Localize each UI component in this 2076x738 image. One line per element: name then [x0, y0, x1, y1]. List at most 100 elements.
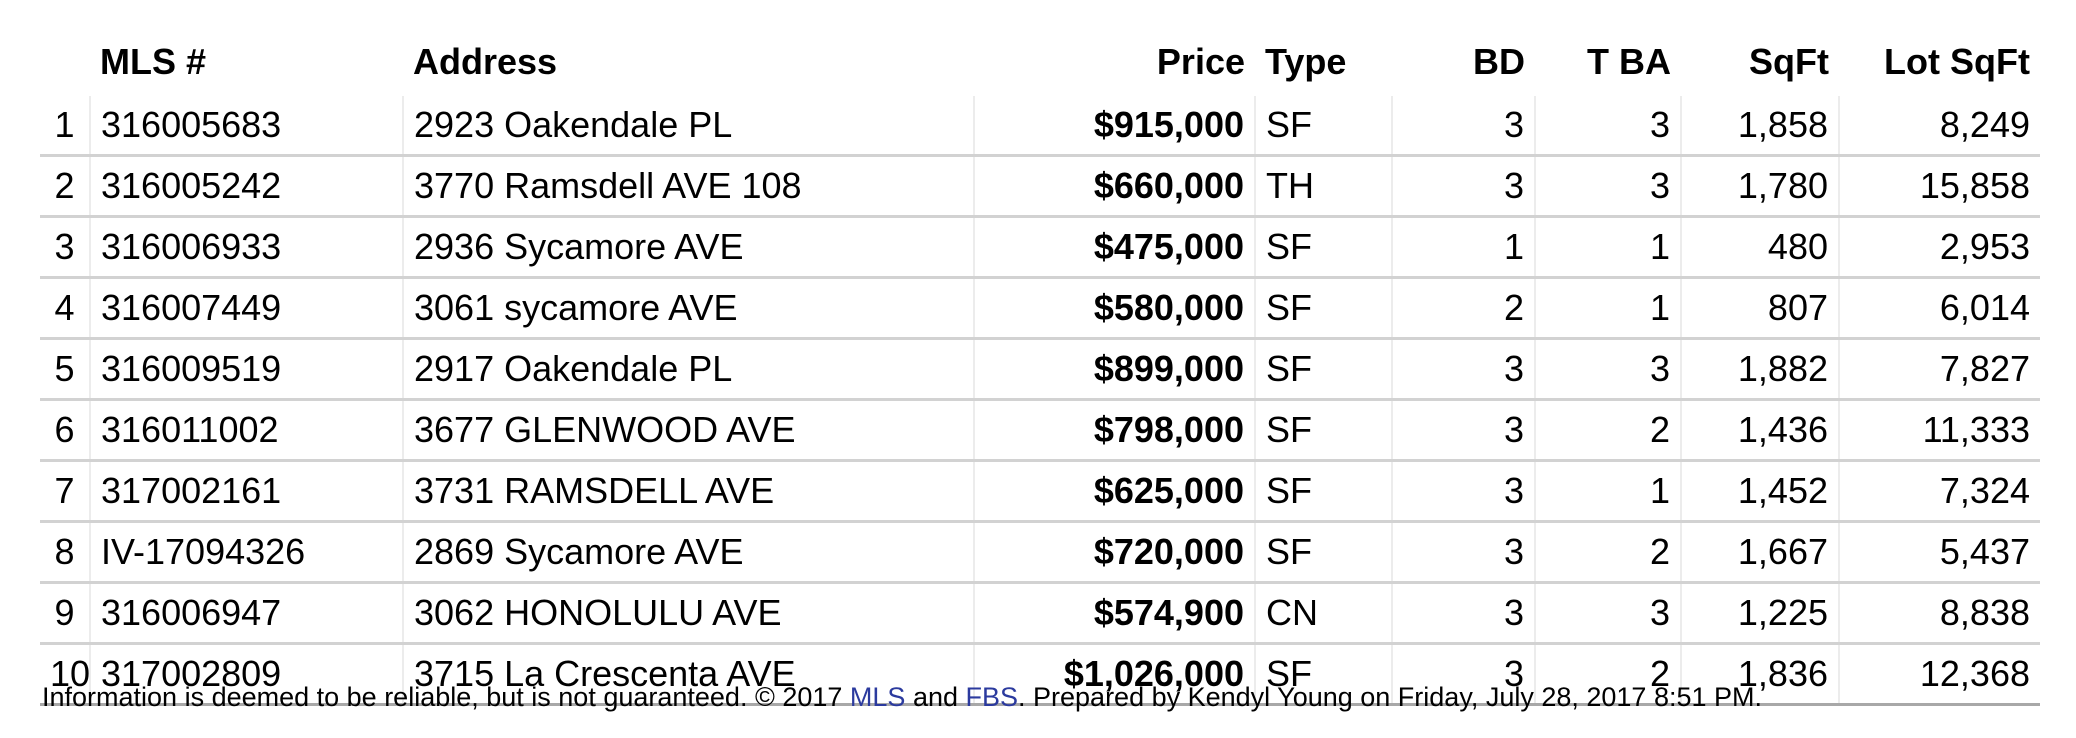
- cell-tba: 3: [1534, 96, 1681, 157]
- col-header-tba[interactable]: T BA: [1587, 41, 1671, 82]
- cell-address: 2917 Oakendale PL: [402, 338, 974, 401]
- cell-sqft: 480: [1680, 216, 1839, 279]
- table-header-row: MLS # Address Price Type BD T BA SqFt Lo…: [40, 28, 2040, 96]
- cell-address: 3677 GLENWOOD AVE: [402, 399, 974, 462]
- cell-number: 3: [40, 216, 90, 279]
- cell-tba: 3: [1534, 338, 1681, 401]
- cell-lot-sqft: 5,437: [1838, 521, 2040, 584]
- cell-type: SF: [1254, 399, 1392, 462]
- cell-type: SF: [1254, 277, 1392, 340]
- cell-price: $625,000: [973, 460, 1255, 523]
- cell-tba: 1: [1534, 216, 1681, 279]
- cell-lot-sqft: 2,953: [1838, 216, 2040, 279]
- cell-number: 1: [40, 96, 90, 157]
- table-row[interactable]: 7 317002161 3731 RAMSDELL AVE $625,000 SF 3 1 1…: [40, 460, 2040, 523]
- col-header-number: [40, 28, 90, 96]
- cell-price: $798,000: [973, 399, 1255, 462]
- cell-bd: 2: [1391, 277, 1535, 340]
- table-row[interactable]: 4 316007449 3061 sycamore AVE $580,000 SF 2 1 8…: [40, 277, 2040, 340]
- cell-sqft: 1,882: [1680, 338, 1839, 401]
- cell-address: 3770 Ramsdell AVE 108: [402, 155, 974, 218]
- cell-price: $580,000: [973, 277, 1255, 340]
- cell-address: 2923 Oakendale PL: [402, 96, 974, 157]
- cell-tba: 2: [1534, 399, 1681, 462]
- cell-price: $475,000: [973, 216, 1255, 279]
- cell-number: 6: [40, 399, 90, 462]
- cell-number: 4: [40, 277, 90, 340]
- table-row[interactable]: 6 316011002 3677 GLENWOOD AVE $798,000 SF 3 2 1…: [40, 399, 2040, 462]
- col-header-lot-sqft[interactable]: Lot SqFt: [1884, 41, 2030, 82]
- cell-sqft: 1,436: [1680, 399, 1839, 462]
- cell-mls: 317002809: [89, 643, 403, 706]
- col-header-mls[interactable]: MLS #: [100, 41, 207, 82]
- cell-tba: 3: [1534, 582, 1681, 645]
- cell-type: SF: [1254, 643, 1392, 706]
- cell-price: $660,000: [973, 155, 1255, 218]
- cell-bd: 1: [1391, 216, 1535, 279]
- cell-mls: 316006947: [89, 582, 403, 645]
- cell-type: SF: [1254, 338, 1392, 401]
- cell-lot-sqft: 12,368: [1838, 643, 2040, 706]
- cell-sqft: 1,667: [1680, 521, 1839, 584]
- disclaimer-and: and: [905, 682, 966, 712]
- cell-sqft: 1,225: [1680, 582, 1839, 645]
- cell-price: $1,026,000: [973, 643, 1255, 706]
- cell-number: 8: [40, 521, 90, 584]
- disclaimer-footer: Information is deemed to be reliable, bu…: [42, 682, 1762, 713]
- cell-sqft: 1,858: [1680, 96, 1839, 157]
- cell-address: 3715 La Crescenta AVE: [402, 643, 974, 706]
- cell-mls: 316011002: [89, 399, 403, 462]
- table-row[interactable]: 10 317002809 3715 La Crescenta AVE $1,026,0…: [40, 643, 2040, 706]
- cell-address: 2869 Sycamore AVE: [402, 521, 974, 584]
- table-row[interactable]: 3 316006933 2936 Sycamore AVE $475,000 SF 1 1 4…: [40, 216, 2040, 279]
- cell-bd: 3: [1391, 399, 1535, 462]
- cell-type: SF: [1254, 96, 1392, 157]
- cell-sqft: 1,780: [1680, 155, 1839, 218]
- cell-number: 10: [40, 643, 90, 706]
- cell-mls: IV-17094326: [89, 521, 403, 584]
- cell-address: 3731 RAMSDELL AVE: [402, 460, 974, 523]
- cell-number: 5: [40, 338, 90, 401]
- cell-type: SF: [1254, 521, 1392, 584]
- cell-mls: 316005683: [89, 96, 403, 157]
- col-header-sqft[interactable]: SqFt: [1749, 41, 1829, 82]
- table-body: 1 316005683 2923 Oakendale PL $915,000 SF 3 3 1…: [40, 96, 2040, 706]
- cell-tba: 1: [1534, 460, 1681, 523]
- table-row[interactable]: 2 316005242 3770 Ramsdell AVE 108 $660,000 T…: [40, 155, 2040, 218]
- cell-price: $915,000: [973, 96, 1255, 157]
- col-header-bd[interactable]: BD: [1473, 41, 1525, 82]
- mls-link[interactable]: MLS: [849, 682, 906, 712]
- cell-price: $720,000: [973, 521, 1255, 584]
- cell-number: 9: [40, 582, 90, 645]
- cell-type: TH: [1254, 155, 1392, 218]
- cell-tba: 2: [1534, 643, 1681, 706]
- cell-lot-sqft: 15,858: [1838, 155, 2040, 218]
- cell-tba: 2: [1534, 521, 1681, 584]
- table-row[interactable]: 5 316009519 2917 Oakendale PL $899,000 SF 3 3 1…: [40, 338, 2040, 401]
- cell-lot-sqft: 11,333: [1838, 399, 2040, 462]
- cell-price: $899,000: [973, 338, 1255, 401]
- fbs-link[interactable]: FBS: [965, 682, 1019, 712]
- disclaimer-text: Information is deemed to be reliable, bu…: [42, 682, 850, 712]
- col-header-address[interactable]: Address: [413, 41, 558, 82]
- cell-sqft: 1,452: [1680, 460, 1839, 523]
- table-row[interactable]: 1 316005683 2923 Oakendale PL $915,000 SF 3 3 1…: [40, 96, 2040, 157]
- cell-type: SF: [1254, 460, 1392, 523]
- cell-type: CN: [1254, 582, 1392, 645]
- cell-mls: 316009519: [89, 338, 403, 401]
- cell-bd: 3: [1391, 521, 1535, 584]
- cell-bd: 3: [1391, 155, 1535, 218]
- cell-lot-sqft: 8,838: [1838, 582, 2040, 645]
- table-row[interactable]: 8 IV-17094326 2869 Sycamore AVE $720,000 SF 3…: [40, 521, 2040, 584]
- table-row[interactable]: 9 316006947 3062 HONOLULU AVE $574,900 CN 3 3 1…: [40, 582, 2040, 645]
- cell-bd: 3: [1391, 338, 1535, 401]
- cell-lot-sqft: 7,324: [1838, 460, 2040, 523]
- cell-price: $574,900: [973, 582, 1255, 645]
- col-header-price[interactable]: Price: [1156, 41, 1245, 82]
- cell-number: 7: [40, 460, 90, 523]
- listings-table: MLS # Address Price Type BD T BA SqFt Lo…: [40, 28, 2040, 706]
- cell-sqft: 1,836: [1680, 643, 1839, 706]
- cell-mls: 316006933: [89, 216, 403, 279]
- col-header-type[interactable]: Type: [1265, 41, 1347, 82]
- cell-mls: 317002161: [89, 460, 403, 523]
